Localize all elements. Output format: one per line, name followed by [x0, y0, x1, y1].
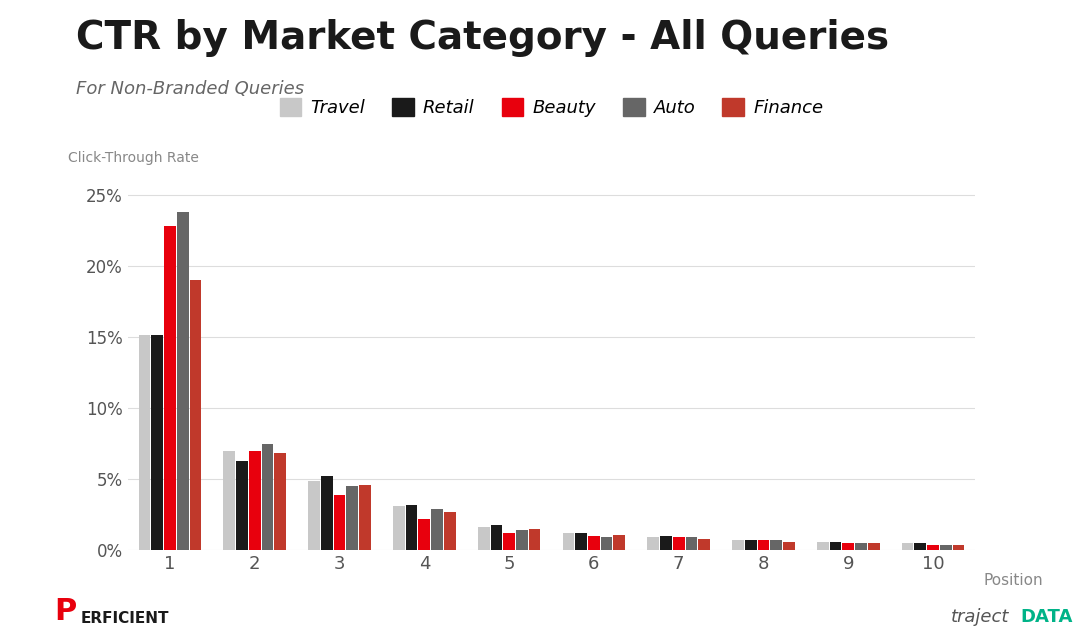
Text: For Non-Branded Queries: For Non-Branded Queries	[76, 80, 303, 98]
Bar	[347, 486, 359, 550]
Text: Position: Position	[984, 573, 1043, 588]
Bar	[588, 536, 599, 550]
Bar	[902, 543, 914, 550]
Bar	[613, 535, 625, 550]
Bar	[431, 509, 443, 550]
Bar	[274, 453, 286, 550]
Bar	[732, 541, 744, 550]
Bar	[647, 537, 659, 550]
Text: ERFICIENT: ERFICIENT	[81, 611, 170, 626]
Bar	[477, 528, 489, 550]
Bar	[138, 335, 150, 550]
Bar	[829, 542, 841, 550]
Bar	[224, 451, 235, 550]
Bar	[842, 543, 854, 550]
Bar	[757, 541, 769, 550]
Bar	[600, 537, 612, 550]
Text: traject: traject	[950, 608, 1009, 626]
Bar	[334, 495, 346, 550]
Bar	[490, 525, 502, 550]
Bar	[406, 505, 418, 550]
Bar	[261, 444, 273, 550]
Bar	[444, 512, 456, 550]
Bar	[503, 533, 515, 550]
Bar	[915, 543, 927, 550]
Bar	[576, 533, 588, 550]
Text: DATA: DATA	[1021, 608, 1072, 626]
Bar	[321, 476, 333, 550]
Text: CTR by Market Category - All Queries: CTR by Market Category - All Queries	[76, 19, 889, 57]
Bar	[360, 485, 370, 550]
Bar	[151, 335, 163, 550]
Bar	[745, 541, 757, 550]
Bar	[418, 519, 430, 550]
Bar	[190, 280, 201, 550]
Bar	[308, 480, 320, 550]
Bar	[699, 539, 710, 550]
Bar	[529, 529, 540, 550]
Bar	[237, 460, 248, 550]
Bar	[770, 541, 782, 550]
Bar	[940, 544, 951, 550]
Bar	[953, 544, 964, 550]
Bar	[927, 544, 939, 550]
Legend: Travel, Retail, Beauty, Auto, Finance: Travel, Retail, Beauty, Auto, Finance	[272, 91, 831, 125]
Bar	[393, 506, 405, 550]
Bar	[660, 536, 672, 550]
Bar	[516, 530, 528, 550]
Bar	[855, 543, 867, 550]
Text: Click-Through Rate: Click-Through Rate	[68, 151, 199, 165]
Text: P: P	[54, 597, 77, 626]
Bar	[563, 533, 575, 550]
Bar	[686, 537, 698, 550]
Bar	[164, 226, 176, 550]
Bar	[673, 537, 685, 550]
Bar	[868, 543, 879, 550]
Bar	[816, 542, 828, 550]
Bar	[248, 451, 260, 550]
Bar	[177, 212, 189, 550]
Bar	[783, 542, 795, 550]
